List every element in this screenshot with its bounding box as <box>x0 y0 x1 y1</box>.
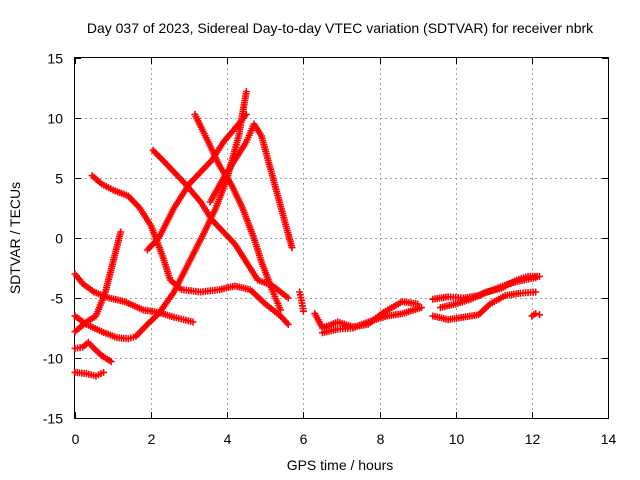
arc-6-point <box>284 320 292 328</box>
x-tick-label: 0 <box>72 431 80 447</box>
x-tick-label: 6 <box>300 431 308 447</box>
arc-4-point <box>189 318 197 326</box>
arc-5-point <box>242 88 250 96</box>
arc-9-point <box>277 306 285 314</box>
grid <box>75 58 608 418</box>
arc-2-point <box>107 358 115 366</box>
arc-15-point <box>532 288 540 296</box>
arc-16-point <box>535 272 543 280</box>
axis-ticks: 0 2 4 6 8 10 12 14 -15 -10 -5 0 5 10 15 <box>43 51 617 448</box>
arc-10-point <box>288 244 296 252</box>
arc-17-point <box>535 311 543 319</box>
y-axis-label: SDTVAR / TECUs <box>7 182 23 294</box>
x-tick-label: 2 <box>148 431 156 447</box>
x-axis-label: GPS time / hours <box>287 457 394 473</box>
arc-13-point <box>417 304 425 312</box>
arc-1-point <box>100 368 108 376</box>
data-points <box>71 88 543 380</box>
arc-7-point <box>284 294 292 302</box>
arc-17-point <box>532 310 540 318</box>
y-tick-label: 0 <box>55 231 63 247</box>
x-tick-label: 4 <box>224 431 232 447</box>
arc-3-point <box>117 228 125 236</box>
y-tick-label: 15 <box>47 51 63 67</box>
y-tick-label: -15 <box>43 411 63 427</box>
x-tick-label: 14 <box>601 431 617 447</box>
arc-11-point <box>299 307 307 315</box>
arc-8-point <box>242 110 250 118</box>
y-tick-label: 10 <box>47 111 63 127</box>
x-tick-label: 12 <box>525 431 541 447</box>
y-tick-label: 5 <box>55 171 63 187</box>
plot-frame <box>74 57 609 419</box>
x-tick-label: 8 <box>377 431 385 447</box>
y-tick-label: -10 <box>43 351 63 367</box>
x-tick-label: 10 <box>449 431 465 447</box>
chart-title: Day 037 of 2023, Sidereal Day-to-day VTE… <box>87 20 594 36</box>
y-tick-label: -5 <box>51 291 64 307</box>
